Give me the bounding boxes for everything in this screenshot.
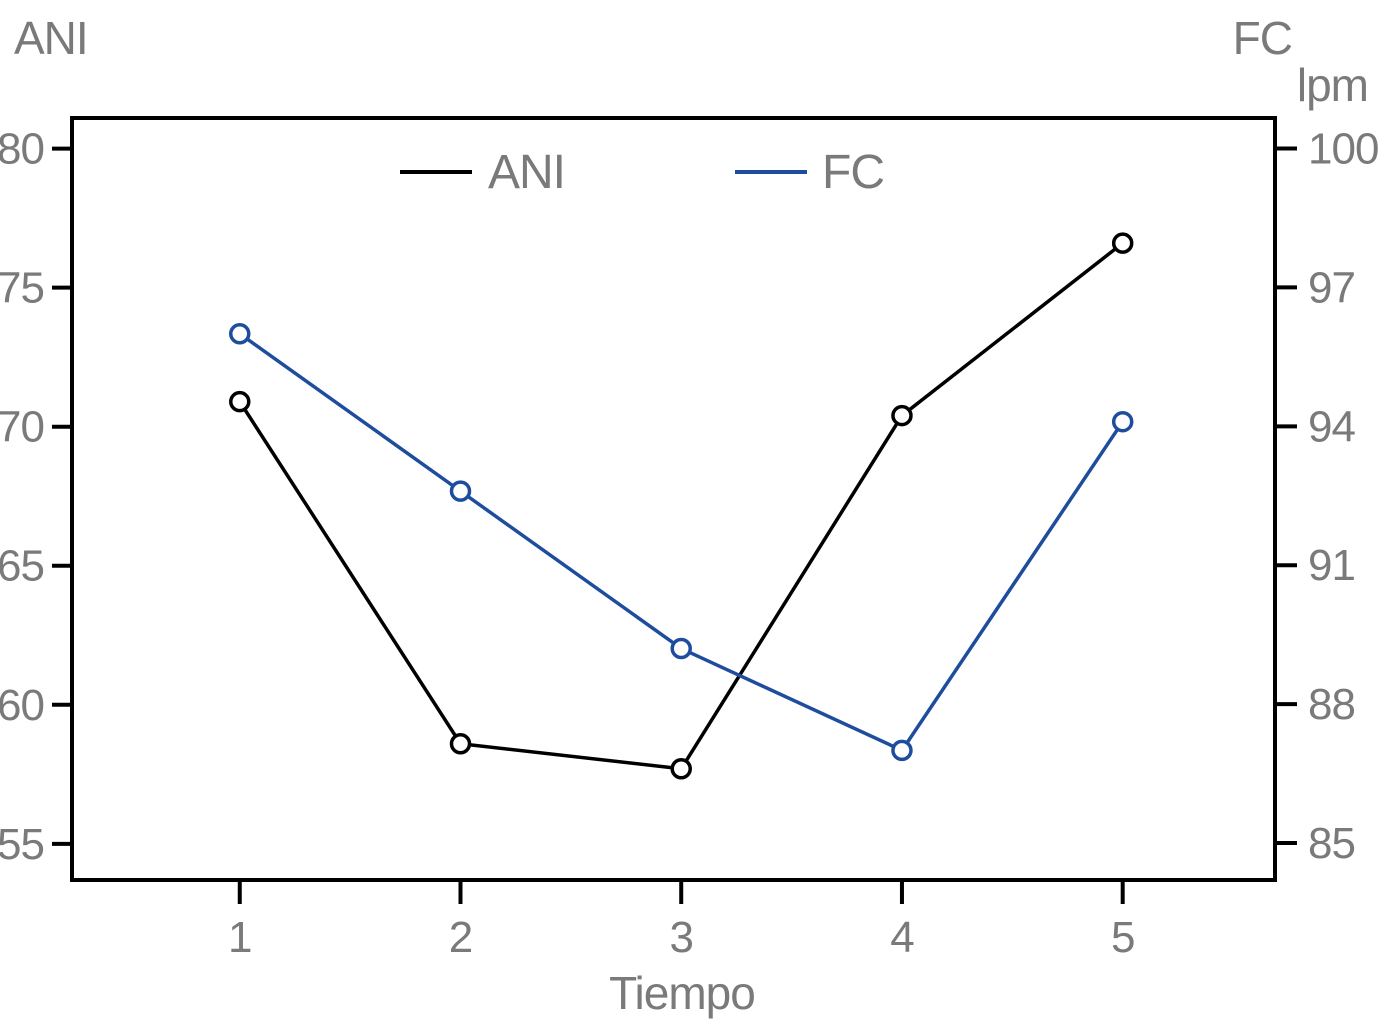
x-tick-label: 2 [449,913,472,962]
data-point-marker-ani [1111,232,1134,254]
legend: ANI FC [400,146,885,199]
left-axis-title: ANI [14,12,88,64]
series-line-ani [238,241,1124,771]
left-tick-label: 65 [0,542,44,591]
data-point-marker-ani [229,390,251,413]
data-point-marker-fc [891,739,913,762]
right-tick-label: 100 [1308,125,1378,174]
x-tick-label: 3 [669,913,692,962]
data-point-marker-ani [449,732,472,755]
right-tick-label: 94 [1308,402,1355,451]
y-axis-right: 100 97 94 91 88 85 [1275,125,1379,868]
legend-label-fc: FC [822,146,884,199]
left-tick-label: 70 [0,403,44,452]
data-point-marker-fc [229,322,251,345]
right-tick-label: 85 [1308,819,1355,868]
data-point-marker-fc [449,480,472,502]
data-point-marker-fc [670,637,692,660]
y-axis-left: 80 75 70 65 60 55 [0,125,72,869]
left-tick-label: 55 [0,820,44,869]
plot-border [70,116,1277,882]
x-tick-label: 5 [1111,913,1134,962]
left-tick-label: 75 [0,264,44,313]
series-lines [229,232,1134,780]
legend-label-ani: ANI [488,146,565,199]
right-tick-label: 91 [1308,541,1355,590]
left-tick-label: 80 [0,125,44,174]
x-tick-label: 1 [228,913,251,962]
x-tick-label: 4 [890,913,914,962]
right-axis-title: FC [1233,12,1292,64]
series-line-fc [238,332,1125,753]
x-axis: 1 2 3 4 5 [228,880,1135,962]
data-point-marker-ani [891,404,913,427]
right-axis-unit: lpm [1297,59,1368,111]
right-tick-label: 97 [1308,263,1355,312]
x-axis-title: Tiempo [609,967,755,1019]
data-point-marker-fc [1111,410,1134,433]
right-tick-label: 88 [1308,680,1355,729]
data-point-marker-ani [670,758,692,780]
left-tick-label: 60 [0,681,44,730]
